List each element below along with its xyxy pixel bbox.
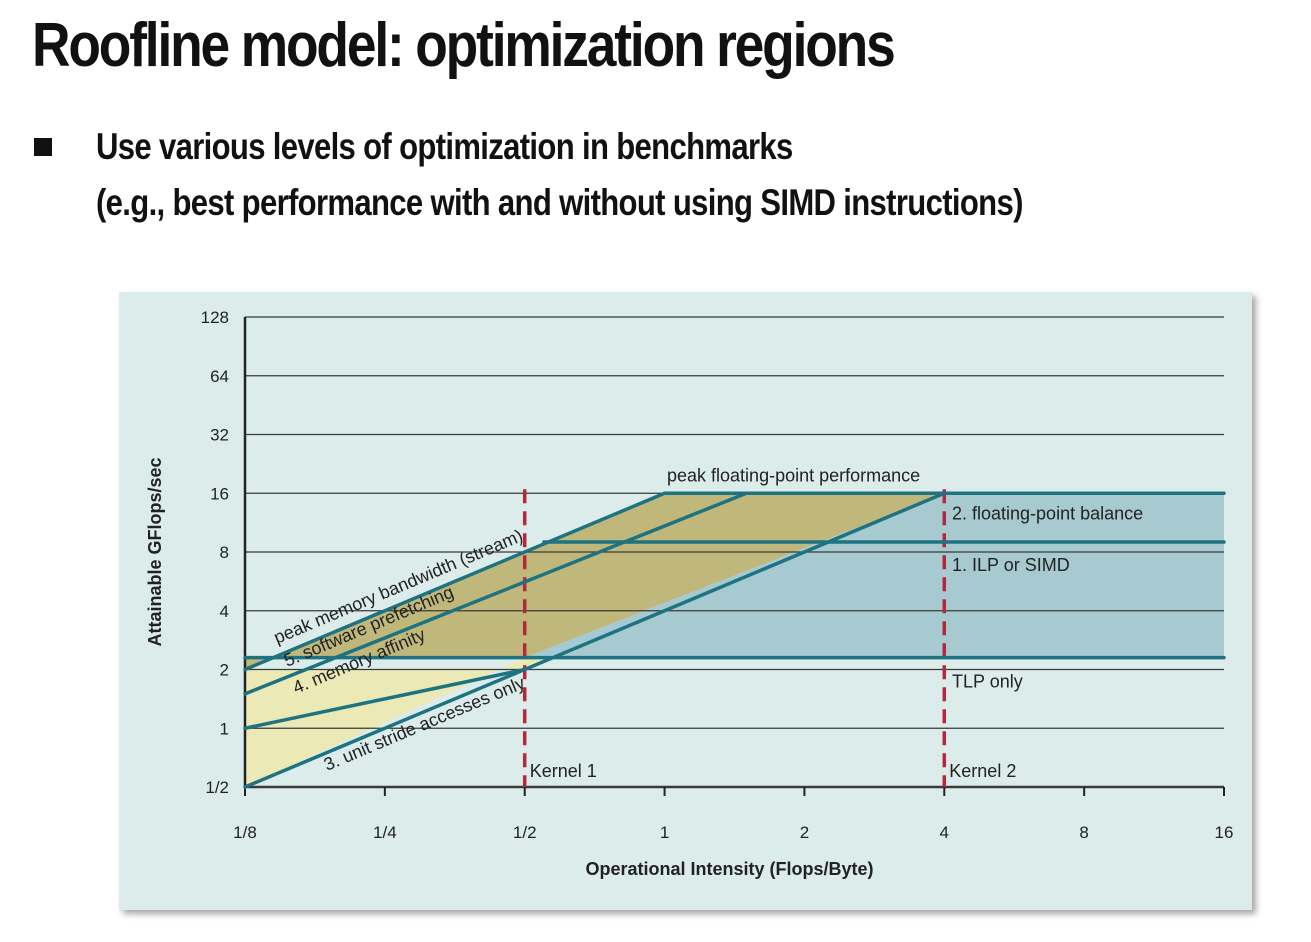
- x-tick-label: 2: [800, 823, 809, 842]
- y-tick-label: 4: [220, 602, 229, 621]
- x-tick-label: 1/2: [513, 823, 537, 842]
- roofline-series-line: [243, 491, 667, 672]
- x-tick-label: 1: [660, 823, 669, 842]
- x-tick-label: 4: [940, 823, 949, 842]
- y-tick-label: 128: [201, 308, 229, 327]
- bullet-text-line-2: (e.g., best performance with and without…: [96, 182, 1023, 223]
- x-axis-title: Operational Intensity (Flops/Byte): [585, 859, 873, 879]
- x-tick-label: 16: [1215, 823, 1234, 842]
- x-tick-label: 8: [1079, 823, 1088, 842]
- y-tick-label: 2: [220, 661, 229, 680]
- y-tick-label: 16: [210, 484, 229, 503]
- x-tick-label: 1/8: [233, 823, 257, 842]
- slide-title: Roofline model: optimization regions: [32, 11, 896, 80]
- chart-annotation: 2. floating-point balance: [952, 503, 1143, 523]
- chart-panel: 1/2 1 2 4 8 16 32 64 128 1/8 1/4 1/2 1 2 4 8 16 Operation…: [119, 292, 1252, 910]
- roofline-chart: 1/2 1 2 4 8 16 32 64 128 1/8 1/4 1/2 1 2 4 8 16 Operation…: [145, 308, 1234, 879]
- y-tick-label: 1/2: [205, 778, 229, 797]
- y-tick-label: 64: [210, 367, 229, 386]
- chart-annotation: 1. ILP or SIMD: [952, 555, 1070, 575]
- y-axis-title: Attainable GFlops/sec: [145, 457, 165, 646]
- y-tick-label: 32: [210, 426, 229, 445]
- x-tick-label: 1/4: [373, 823, 397, 842]
- y-tick-label: 1: [220, 719, 229, 738]
- roofline-series-line: [243, 667, 527, 730]
- bullet-text-line-1: Use various levels of optimization in be…: [96, 126, 793, 167]
- y-tick-label: 8: [220, 543, 229, 562]
- kernel-label: Kernel 1: [530, 761, 597, 781]
- roofline-series-line: [243, 491, 749, 696]
- chart-annotation: peak floating-point performance: [667, 465, 920, 485]
- bullet-square-icon: [34, 138, 52, 156]
- chart-annotation: TLP only: [952, 672, 1023, 692]
- compute-bound-region: [524, 493, 1224, 658]
- kernel-label: Kernel 2: [949, 761, 1016, 781]
